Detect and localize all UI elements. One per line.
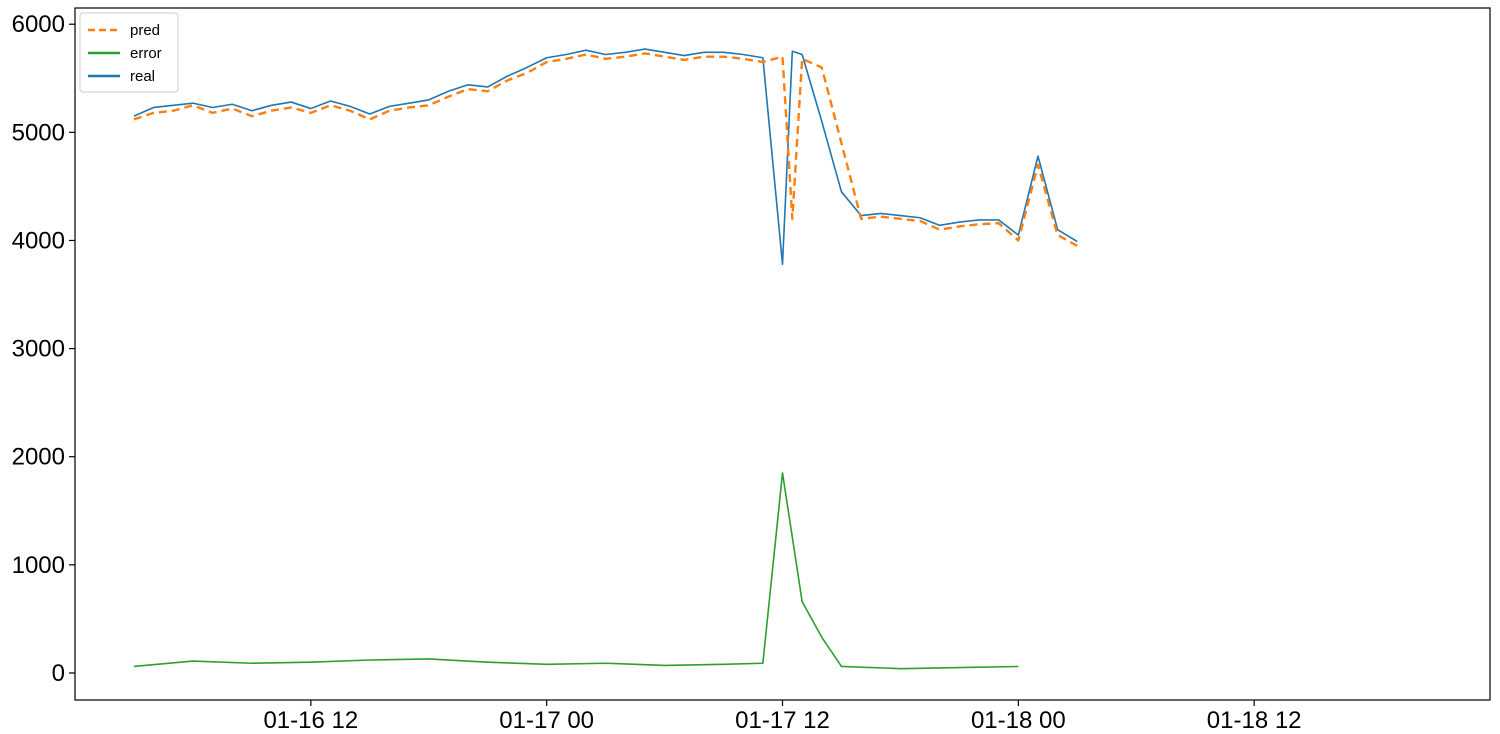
- plot-frame: [74, 7, 1491, 701]
- x-axis: 01-16 12 01-17 00 01-17 12 01-18 00 01-18 12: [263, 700, 1302, 734]
- x-tick-label: 01-17 12: [735, 707, 830, 734]
- legend-label-pred: pred: [130, 22, 160, 39]
- y-tick-label: 3000: [12, 336, 65, 363]
- y-tick-label: 4000: [12, 227, 65, 254]
- legend-label-real: real: [130, 68, 155, 85]
- x-tick-label: 01-17 00: [499, 707, 594, 734]
- y-tick-label: 0: [52, 660, 65, 687]
- y-axis: 0 1000 2000 3000 4000 5000 6000: [12, 11, 75, 687]
- x-tick-label: 01-18 12: [1207, 707, 1302, 734]
- legend: pred error real: [79, 12, 179, 93]
- y-tick-label: 5000: [12, 119, 65, 146]
- series-line-error: [133, 472, 1019, 670]
- legend-label-error: error: [130, 45, 162, 62]
- y-tick-label: 2000: [12, 444, 65, 471]
- y-tick-label: 6000: [12, 11, 65, 38]
- x-tick-label: 01-18 00: [971, 707, 1066, 734]
- series-layer: [133, 48, 1078, 670]
- y-tick-label: 1000: [12, 552, 65, 579]
- series-line-pred: [133, 52, 1078, 247]
- series-line-real: [133, 48, 1078, 266]
- x-tick-label: 01-16 12: [263, 707, 358, 734]
- legend-box: [79, 12, 179, 93]
